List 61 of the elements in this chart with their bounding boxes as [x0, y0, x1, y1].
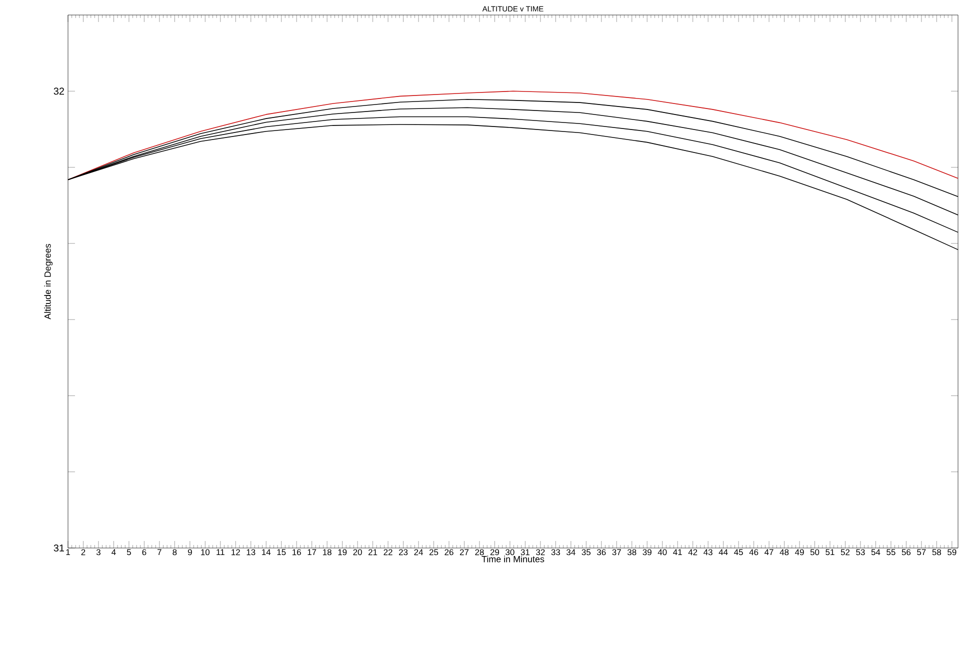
x-tick-label: 58: [932, 549, 942, 556]
x-tick-label: 14: [262, 549, 271, 556]
x-tick-label: 44: [718, 549, 728, 556]
x-tick-label: 11: [216, 549, 224, 556]
x-tick-label: 28: [475, 549, 484, 556]
x-tick-label: 8: [172, 549, 177, 556]
x-tick-label: 51: [826, 549, 834, 556]
x-tick-label: 19: [338, 549, 347, 556]
x-tick-label: 55: [886, 549, 896, 556]
x-tick-label: 24: [414, 549, 423, 556]
x-tick-label: 22: [384, 549, 392, 556]
x-tick-label: 18: [323, 549, 332, 556]
x-tick-label: 29: [490, 549, 500, 556]
x-axis-title: Time in Minutes: [482, 556, 544, 562]
x-tick-label: 4: [112, 549, 116, 556]
x-tick-label: 3: [96, 549, 100, 556]
x-tick-label: 13: [246, 549, 256, 556]
x-tick-label: 26: [444, 549, 454, 556]
x-tick-label: 10: [201, 549, 210, 556]
x-tick-label: 42: [688, 549, 698, 556]
x-tick-label: 6: [142, 549, 146, 556]
x-tick-label: 27: [460, 549, 469, 556]
x-tick-label: 21: [368, 549, 378, 556]
x-tick-label: 52: [840, 549, 850, 556]
x-tick-label: 7: [158, 549, 162, 556]
x-tick-label: 37: [612, 549, 621, 556]
x-tick-label: 45: [734, 549, 743, 556]
x-tick-label: 46: [749, 549, 758, 556]
x-tick-label: 33: [551, 549, 560, 556]
x-tick-label: 25: [429, 549, 438, 556]
x-tick-label: 56: [902, 549, 911, 556]
y-axis-title: Altitude in Degrees: [44, 244, 53, 320]
x-tick-label: 9: [188, 549, 192, 556]
x-tick-label: 16: [292, 549, 301, 556]
x-tick-label: 35: [582, 549, 591, 556]
x-tick-label: 59: [948, 549, 956, 556]
x-tick-label: 39: [642, 549, 652, 556]
x-tick-label: 57: [917, 549, 926, 556]
x-tick-label: 34: [566, 549, 576, 556]
x-tick-label: 43: [704, 549, 712, 556]
x-tick-label: 5: [126, 549, 131, 556]
x-tick-label: 48: [780, 549, 789, 556]
x-tick-label: 12: [232, 549, 240, 556]
x-tick-label: 23: [398, 549, 408, 556]
x-tick-label: 17: [308, 549, 316, 556]
x-tick-label: 50: [810, 549, 820, 556]
x-tick-label: 1: [66, 549, 70, 556]
x-tick-label: 20: [353, 549, 362, 556]
x-tick-label: 54: [871, 549, 880, 556]
x-tick-label: 36: [597, 549, 606, 556]
x-tick-label: 53: [856, 549, 865, 556]
x-tick-label: 30: [506, 549, 514, 556]
x-tick-label: 40: [658, 549, 667, 556]
x-tick-label: 38: [628, 549, 636, 556]
x-tick-label: 47: [764, 549, 774, 556]
x-tick-label: 31: [520, 549, 530, 556]
x-tick-label: 49: [794, 549, 804, 556]
x-tick-label: 32: [536, 549, 545, 556]
x-tick-label: 2: [81, 549, 86, 556]
x-tick-label: 41: [673, 549, 682, 556]
x-tick-label: 15: [277, 549, 286, 556]
